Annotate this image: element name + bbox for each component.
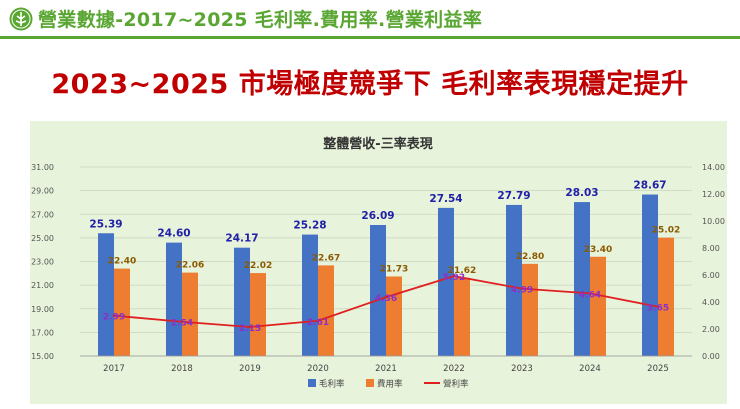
y-left-tick-label: 27.00 xyxy=(31,210,54,219)
y-right-tick-label: 6.00 xyxy=(702,271,720,280)
operating-margin-point xyxy=(384,295,388,299)
x-tick-label: 2022 xyxy=(443,364,465,374)
operating-margin-point xyxy=(316,319,320,323)
expense-ratio-label: 21.73 xyxy=(380,265,408,275)
gross-margin-bar xyxy=(506,204,522,356)
operating-margin-point xyxy=(180,320,184,324)
expense-ratio-bar xyxy=(386,276,402,356)
operating-margin-point xyxy=(112,314,116,318)
y-left-tick-label: 15.00 xyxy=(31,352,54,361)
y-right-tick-label: 8.00 xyxy=(702,244,720,253)
gross-margin-bar xyxy=(438,207,454,356)
header-bar: 營業數據-2017~2025 毛利率.費用率.營業利益率 xyxy=(0,0,740,39)
legend-swatch-gross xyxy=(308,379,316,387)
operating-margin-label: 3.65 xyxy=(647,304,669,314)
chart-svg: 整體營收-三率表現 15.00 17.00 19.00 21.00 23.00 25.00… xyxy=(31,136,725,390)
x-tick-label: 2020 xyxy=(307,364,329,374)
operating-margin-label: 2.54 xyxy=(171,319,193,329)
legend-label-expense: 費用率 xyxy=(377,379,403,390)
x-tick-label: 2023 xyxy=(511,364,533,374)
operating-margin-point xyxy=(248,325,252,329)
gross-margin-bar xyxy=(302,234,318,356)
gross-margin-bar xyxy=(370,224,386,356)
operating-margin-point xyxy=(656,305,660,309)
operating-margin-label: 2.99 xyxy=(103,313,125,323)
gross-margin-label: 27.79 xyxy=(497,190,530,202)
y-left-tick-label: 29.00 xyxy=(31,187,54,196)
y-left-tick-label: 19.00 xyxy=(31,305,54,314)
expense-ratio-label: 23.40 xyxy=(584,245,612,255)
operating-margin-point xyxy=(588,291,592,295)
operating-margin-label: 2.61 xyxy=(307,318,329,328)
y-right-tick-label: 10.00 xyxy=(702,217,725,226)
operating-margin-label: 2.15 xyxy=(239,324,261,334)
expense-ratio-label: 22.40 xyxy=(108,257,136,267)
expense-ratio-label: 22.06 xyxy=(176,261,204,271)
expense-ratio-bar xyxy=(658,237,674,356)
legend-label-operating: 營利率 xyxy=(443,379,469,390)
gross-margin-label: 26.09 xyxy=(361,210,394,222)
headline: 2023~2025 市場極度競爭下 毛利率表現穩定提升 xyxy=(51,69,689,100)
operating-margin-line xyxy=(112,274,660,329)
legend: 毛利率 費用率 營利率 xyxy=(308,379,469,390)
y-left-tick-label: 17.00 xyxy=(31,328,54,337)
x-tick-label: 2018 xyxy=(171,364,193,374)
y-left-tick-label: 25.00 xyxy=(31,234,54,243)
gross-margin-bar xyxy=(642,194,658,356)
expense-ratio-bar xyxy=(590,256,606,356)
gross-margin-bar xyxy=(166,242,182,356)
operating-margin-point xyxy=(520,287,524,291)
gross-margin-label: 25.28 xyxy=(293,220,326,232)
expense-ratio-bar xyxy=(454,277,470,356)
gross-margin-bar xyxy=(98,233,114,356)
expense-ratio-label: 22.02 xyxy=(244,261,272,271)
operating-margin-label: 4.64 xyxy=(579,290,601,300)
y-left-tick-label: 31.00 xyxy=(31,163,54,172)
expense-ratio-bar xyxy=(250,273,266,356)
header-title: 營業數據-2017~2025 毛利率.費用率.營業利益率 xyxy=(38,9,483,31)
header-divider xyxy=(0,36,740,39)
expense-ratio-label: 22.67 xyxy=(312,253,340,263)
x-tick-label: 2025 xyxy=(647,364,669,374)
chart-title: 整體營收-三率表現 xyxy=(322,136,432,152)
operating-margin-label: 5.92 xyxy=(443,273,465,283)
x-tick-label: 2019 xyxy=(239,364,261,374)
bars xyxy=(98,194,674,356)
expense-ratio-bar xyxy=(522,263,538,356)
legend-swatch-expense xyxy=(366,379,374,387)
expense-ratio-bar xyxy=(182,272,198,356)
gross-margin-label: 25.39 xyxy=(89,218,122,230)
gross-margin-label: 27.54 xyxy=(429,193,462,205)
y-left-tick-label: 21.00 xyxy=(31,281,54,290)
expense-ratio-label: 21.62 xyxy=(448,266,476,276)
expense-ratio-label: 22.80 xyxy=(516,252,544,262)
operating-margin-point xyxy=(452,274,456,278)
y-left-tick-label: 23.00 xyxy=(31,258,54,267)
gross-margin-label: 24.17 xyxy=(225,233,258,245)
expense-ratio-bar xyxy=(318,265,334,356)
legend-label-gross: 毛利率 xyxy=(319,379,345,390)
y-right-tick-label: 0.00 xyxy=(702,352,720,361)
gross-margin-label: 28.67 xyxy=(633,180,666,192)
expense-ratio-bar xyxy=(114,268,130,356)
gross-margin-label: 24.60 xyxy=(157,228,190,240)
gross-margin-bar xyxy=(234,247,250,356)
expense-ratio-label: 25.02 xyxy=(652,226,680,236)
y-right-tick-label: 14.00 xyxy=(702,163,725,172)
x-axis: 2017 2018 2019 2020 2021 2022 2023 2024 2025 xyxy=(80,355,692,374)
operating-margin-label: 4.36 xyxy=(375,294,397,304)
y-axes: 15.00 17.00 19.00 21.00 23.00 25.00 27.00 29.00… xyxy=(31,163,725,361)
y-right-tick-label: 2.00 xyxy=(702,325,720,334)
chart-panel: 整體營收-三率表現 15.00 17.00 19.00 21.00 23.00 25.00… xyxy=(30,121,727,404)
operating-margin-label: 4.99 xyxy=(511,286,533,296)
y-right-tick-label: 4.00 xyxy=(702,298,720,307)
y-right-tick-label: 12.00 xyxy=(702,190,725,199)
company-logo-icon xyxy=(9,7,33,31)
gross-margin-bar xyxy=(574,202,590,356)
gross-margin-label: 28.03 xyxy=(565,187,598,199)
x-tick-label: 2024 xyxy=(579,364,601,374)
x-tick-label: 2017 xyxy=(103,364,125,374)
data-labels: 25.39 22.40 24.60 22.06 24.17 22.02 25.28 22.67… xyxy=(89,180,680,334)
x-tick-label: 2021 xyxy=(375,364,397,374)
